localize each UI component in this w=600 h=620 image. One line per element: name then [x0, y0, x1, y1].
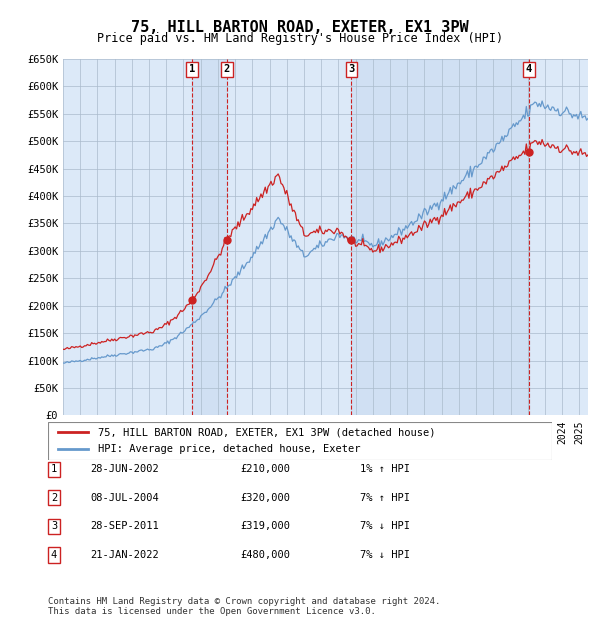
Bar [192, 59, 227, 415]
Text: £210,000: £210,000 [240, 464, 290, 474]
Text: 3: 3 [51, 521, 57, 531]
Text: This data is licensed under the Open Government Licence v3.0.: This data is licensed under the Open Gov… [48, 607, 376, 616]
Text: £319,000: £319,000 [240, 521, 290, 531]
Text: £320,000: £320,000 [240, 493, 290, 503]
Text: 4: 4 [51, 550, 57, 560]
Text: 7% ↑ HPI: 7% ↑ HPI [360, 493, 410, 503]
Text: 2: 2 [224, 64, 230, 74]
Text: 3: 3 [348, 64, 355, 74]
Text: HPI: Average price, detached house, Exeter: HPI: Average price, detached house, Exet… [98, 445, 361, 454]
Text: 7% ↓ HPI: 7% ↓ HPI [360, 550, 410, 560]
Text: Contains HM Land Registry data © Crown copyright and database right 2024.: Contains HM Land Registry data © Crown c… [48, 597, 440, 606]
Text: 1% ↑ HPI: 1% ↑ HPI [360, 464, 410, 474]
Text: £480,000: £480,000 [240, 550, 290, 560]
Text: 75, HILL BARTON ROAD, EXETER, EX1 3PW: 75, HILL BARTON ROAD, EXETER, EX1 3PW [131, 20, 469, 35]
Text: 75, HILL BARTON ROAD, EXETER, EX1 3PW (detached house): 75, HILL BARTON ROAD, EXETER, EX1 3PW (d… [98, 427, 436, 437]
Text: 28-JUN-2002: 28-JUN-2002 [90, 464, 159, 474]
Text: 1: 1 [51, 464, 57, 474]
Text: 4: 4 [526, 64, 532, 74]
FancyBboxPatch shape [48, 422, 552, 460]
Text: 7% ↓ HPI: 7% ↓ HPI [360, 521, 410, 531]
Text: 1: 1 [189, 64, 195, 74]
Bar [352, 59, 529, 415]
Text: 28-SEP-2011: 28-SEP-2011 [90, 521, 159, 531]
Text: 21-JAN-2022: 21-JAN-2022 [90, 550, 159, 560]
Text: Price paid vs. HM Land Registry's House Price Index (HPI): Price paid vs. HM Land Registry's House … [97, 32, 503, 45]
Text: 08-JUL-2004: 08-JUL-2004 [90, 493, 159, 503]
Text: 2: 2 [51, 493, 57, 503]
